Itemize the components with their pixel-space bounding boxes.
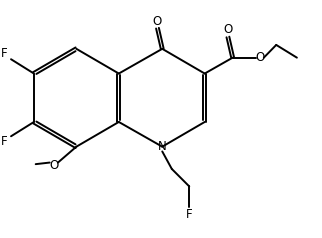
Text: N: N [158,140,166,153]
Text: O: O [153,15,162,28]
Text: O: O [223,24,232,36]
Text: O: O [49,159,58,172]
Text: F: F [186,208,193,221]
Text: O: O [255,51,264,64]
Text: F: F [1,135,8,149]
Text: F: F [1,47,8,60]
